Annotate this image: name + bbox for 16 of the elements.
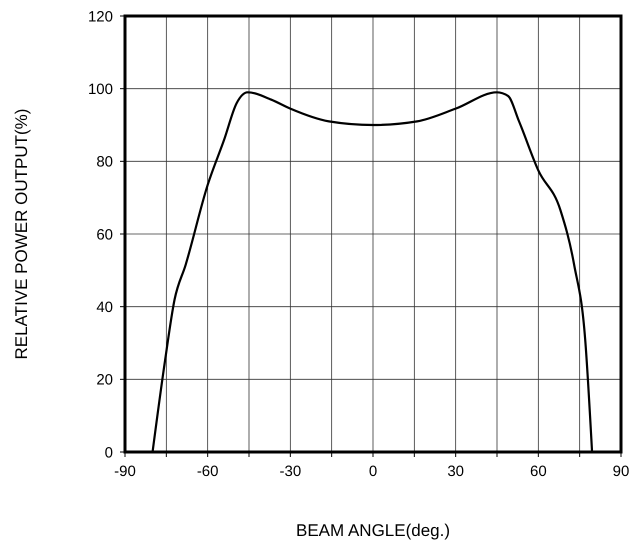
y-tick-label: 80 xyxy=(96,154,113,171)
y-axis-title: RELATIVE POWER OUTPUT(%) xyxy=(12,108,31,360)
x-tick-label: 60 xyxy=(530,463,547,480)
x-tick-label: -30 xyxy=(279,463,302,480)
y-tick-label: 120 xyxy=(88,8,113,26)
y-tick-label: 60 xyxy=(96,226,113,244)
x-tick-label: 30 xyxy=(447,463,464,480)
y-tick-label: 40 xyxy=(96,298,113,316)
y-tick-label: 20 xyxy=(96,372,113,389)
x-tick-label: 0 xyxy=(368,463,378,480)
x-axis-title: BEAM ANGLE(deg.) xyxy=(296,521,450,540)
y-tick-label: 0 xyxy=(104,444,113,462)
x-tick-label: 90 xyxy=(612,463,630,480)
x-tick-label: -60 xyxy=(196,463,219,480)
x-tick-label: -90 xyxy=(114,463,136,480)
y-tick-label: 100 xyxy=(88,80,113,98)
